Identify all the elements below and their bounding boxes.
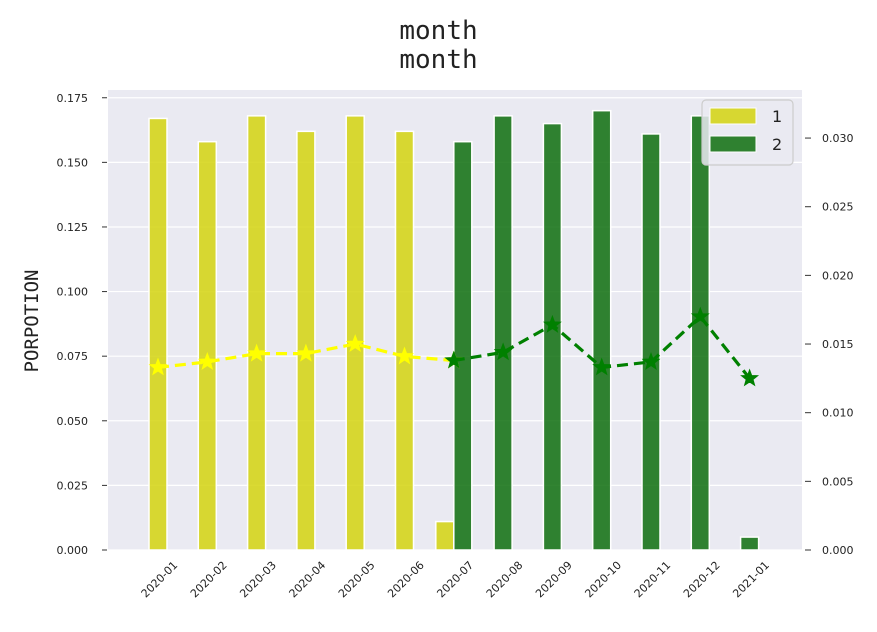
line-point-2 bbox=[592, 357, 612, 376]
line-point-2 bbox=[444, 350, 464, 369]
bar-1-2020-03 bbox=[246, 115, 267, 551]
legend-label-2: 2 bbox=[772, 135, 782, 154]
bar-2-2020-09 bbox=[542, 122, 563, 551]
bar-1-2020-02 bbox=[197, 140, 218, 551]
line-point-1 bbox=[148, 357, 168, 376]
line-point-1 bbox=[296, 343, 316, 362]
y-tick-label: 0.075 bbox=[57, 350, 89, 363]
y-axis-label: PORPOTION bbox=[21, 270, 43, 373]
legend-swatch-2 bbox=[709, 135, 757, 153]
x-tick-label: 2020-03 bbox=[237, 559, 279, 601]
y2-tick-label: 0.005 bbox=[822, 475, 854, 488]
line-point-2 bbox=[690, 306, 710, 325]
legend-label-1: 1 bbox=[772, 107, 782, 126]
x-tick-label: 2020-05 bbox=[336, 559, 378, 601]
bar-1-2020-05 bbox=[345, 115, 365, 551]
y2-tick-label: 0.025 bbox=[822, 201, 854, 214]
bar-1-2020-01 bbox=[148, 117, 168, 551]
y2-tick-label: 0.010 bbox=[822, 407, 854, 420]
chart-title: month bbox=[399, 16, 478, 46]
line-point-1 bbox=[197, 351, 217, 370]
y2-tick-label: 0.020 bbox=[822, 269, 854, 282]
x-tick-label: 2021-01 bbox=[730, 559, 772, 601]
line-point-1 bbox=[395, 346, 414, 365]
line-point-1 bbox=[247, 343, 267, 362]
chart-subtitle: month bbox=[399, 45, 478, 75]
bar-1-2020-06 bbox=[394, 130, 415, 551]
y-tick-label: 0.025 bbox=[57, 479, 89, 492]
legend-swatch-1 bbox=[709, 107, 757, 125]
line-point-2 bbox=[641, 351, 661, 370]
x-tick-label: 2020-11 bbox=[632, 559, 674, 601]
bar-2-2020-07 bbox=[453, 140, 473, 551]
bar-1-2020-04 bbox=[296, 130, 316, 551]
x-tick-label: 2020-04 bbox=[287, 559, 329, 601]
y-tick-label: 0.000 bbox=[57, 544, 89, 557]
y2-tick-label: 0.015 bbox=[822, 338, 854, 351]
x-tick-label: 2020-12 bbox=[681, 559, 723, 601]
y-tick-label: 0.175 bbox=[57, 92, 89, 105]
y2-tick-label: 0.030 bbox=[822, 132, 854, 145]
bar-1-2020-07 bbox=[435, 520, 455, 551]
y-tick-label: 0.050 bbox=[57, 415, 89, 428]
x-tick-label: 2020-07 bbox=[434, 559, 476, 601]
x-tick-label: 2020-09 bbox=[533, 559, 575, 601]
bar-2-2021-01 bbox=[739, 536, 760, 551]
x-tick-label: 2020-10 bbox=[582, 559, 624, 601]
x-tick-label: 2020-01 bbox=[139, 559, 181, 601]
bar-2-2020-12 bbox=[690, 115, 711, 551]
line-point-2 bbox=[740, 368, 760, 387]
line-point-2 bbox=[542, 314, 562, 333]
y-tick-label: 0.150 bbox=[57, 156, 89, 169]
x-tick-label: 2020-02 bbox=[188, 559, 230, 601]
bar-2-2020-11 bbox=[641, 133, 661, 551]
x-tick-label: 2020-06 bbox=[385, 559, 427, 601]
line-point-2 bbox=[493, 342, 513, 361]
legend: 12 bbox=[701, 99, 794, 166]
y-tick-label: 0.125 bbox=[57, 221, 89, 234]
y2-tick-label: 0.000 bbox=[822, 544, 854, 557]
y-tick-label: 0.100 bbox=[57, 286, 89, 299]
line-point-1 bbox=[345, 334, 365, 353]
x-tick-label: 2020-08 bbox=[484, 559, 526, 601]
bar-2-2020-08 bbox=[493, 115, 513, 551]
bar-2-2020-10 bbox=[591, 109, 612, 551]
